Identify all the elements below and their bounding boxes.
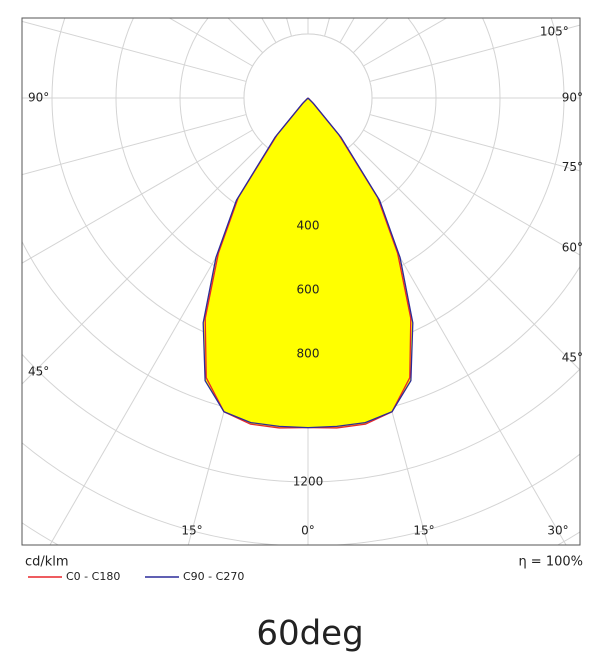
grid-spoke (22, 142, 264, 385)
legend-label: C0 - C180 (66, 570, 120, 583)
angle-label: 90° (28, 91, 49, 105)
grid-spoke (22, 129, 253, 264)
intensity-area (203, 98, 308, 428)
grid-spoke (22, 20, 247, 82)
angle-label: 90° (562, 91, 583, 105)
r-tick-label: 400 (297, 219, 320, 233)
grid-spoke (261, 18, 277, 43)
angle-label: 0° (301, 524, 315, 538)
grid-spoke (22, 114, 247, 176)
grid-spoke (363, 18, 448, 67)
caption: 60deg (256, 614, 363, 654)
grid-spoke (352, 142, 580, 371)
r-tick-label: 1200 (293, 475, 324, 489)
plot-frame (21, 17, 581, 546)
grid-circle (22, 353, 580, 483)
r-tick-label: 600 (297, 283, 320, 297)
angle-label: 15° (413, 524, 434, 538)
angle-label: 15° (181, 524, 202, 538)
intensity-area (308, 98, 413, 428)
efficiency-label: η = 100% (518, 555, 583, 570)
angle-label: 30° (547, 524, 568, 538)
grid-spoke (363, 129, 580, 256)
angle-label: 45° (562, 351, 583, 365)
angle-label: 105° (540, 25, 569, 39)
grid-spoke (369, 114, 580, 172)
legend-label: C90 - C270 (183, 570, 244, 583)
unit-label: cd/klm (25, 555, 69, 570)
intensity-curve (202, 97, 309, 429)
grid-spoke (168, 18, 253, 67)
angle-label: 45° (28, 365, 49, 379)
r-tick-label: 800 (297, 347, 320, 361)
angle-label: 60° (562, 241, 583, 255)
angle-label: 75° (562, 160, 583, 174)
intensity-curve (307, 97, 414, 429)
grid-spoke (369, 24, 580, 82)
